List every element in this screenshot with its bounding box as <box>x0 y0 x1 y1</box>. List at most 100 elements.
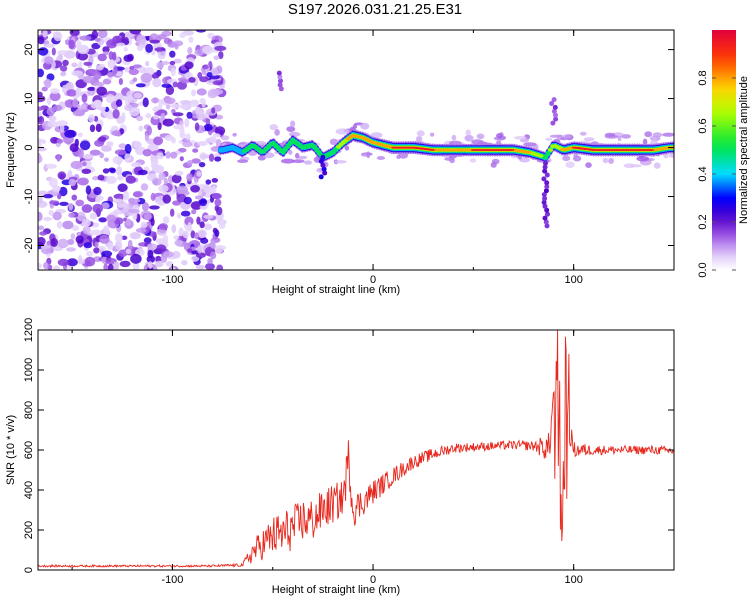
noise-speckle <box>165 97 176 105</box>
noise-speckle <box>97 246 107 251</box>
ridge-halo <box>523 142 537 147</box>
smear-cell <box>543 188 549 194</box>
noise-speckle <box>150 97 160 104</box>
noise-speckle <box>107 59 116 69</box>
colorbar-tick-label: 0.8 <box>697 70 709 85</box>
noise-speckle <box>219 84 225 90</box>
noise-speckle <box>123 54 133 62</box>
noise-speckle <box>49 200 60 205</box>
noise-speckle <box>71 70 84 77</box>
noise-speckle <box>179 32 186 38</box>
noise-speckle <box>165 261 174 267</box>
ridge-halo <box>513 136 527 140</box>
noise-speckle <box>185 133 191 141</box>
noise-speckle <box>90 229 103 236</box>
noise-speckle <box>52 104 63 112</box>
noise-speckle <box>75 87 82 98</box>
ridge-halo <box>352 124 358 129</box>
noise-speckle <box>71 194 78 201</box>
noise-speckle <box>103 225 110 236</box>
noise-speckle <box>60 71 67 77</box>
noise-speckle <box>102 46 110 53</box>
noise-speckle <box>212 227 218 234</box>
noise-speckle <box>128 209 140 214</box>
smear-cell <box>278 78 283 84</box>
noise-speckle <box>101 145 112 152</box>
noise-speckle <box>188 36 194 43</box>
noise-speckle <box>56 154 61 162</box>
noise-speckle <box>112 155 124 165</box>
ridge-halo <box>416 130 425 137</box>
y-tick-label: 1000 <box>23 358 35 382</box>
noise-speckle <box>202 185 211 193</box>
noise-speckle <box>46 97 52 106</box>
noise-speckle <box>214 126 226 136</box>
noise-speckle <box>154 47 166 52</box>
noise-speckle <box>111 130 121 137</box>
noise-speckle <box>69 143 79 153</box>
noise-speckle <box>124 143 132 154</box>
smear-cell <box>322 170 328 176</box>
smear-cell <box>553 116 559 122</box>
ridge-halo <box>604 132 616 138</box>
ridge-halo <box>545 137 553 141</box>
noise-speckle <box>127 239 133 250</box>
noise-speckle <box>38 147 47 152</box>
smear-cell <box>278 86 284 92</box>
noise-speckle <box>136 115 144 122</box>
noise-speckle <box>38 106 45 111</box>
noise-speckle <box>119 260 131 268</box>
noise-speckle <box>178 227 184 237</box>
noise-speckle <box>105 176 117 184</box>
y-tick-label: -20 <box>23 238 35 254</box>
noise-speckle <box>106 141 114 147</box>
noise-speckle <box>218 221 226 229</box>
noise-speckle <box>89 124 96 133</box>
spectrogram-frame <box>37 29 675 271</box>
noise-speckle <box>98 217 107 223</box>
noise-speckle <box>83 242 93 249</box>
noise-speckle <box>81 204 93 213</box>
smear-cell <box>542 196 548 201</box>
noise-speckle <box>199 198 208 207</box>
noise-speckle <box>207 258 213 265</box>
noise-speckle <box>79 140 91 151</box>
ridge-halo <box>281 158 295 164</box>
ridge-halo <box>295 152 300 159</box>
noise-speckle <box>93 186 102 196</box>
noise-speckle <box>150 218 155 226</box>
noise-speckle <box>38 138 44 144</box>
noise-speckle <box>38 111 42 118</box>
noise-speckle <box>146 255 156 263</box>
noise-speckle <box>194 106 202 116</box>
noise-speckle <box>38 36 45 45</box>
noise-speckle <box>125 175 136 184</box>
noise-speckle <box>132 191 143 198</box>
noise-speckle <box>92 203 103 214</box>
noise-speckle <box>206 72 213 78</box>
noise-speckle <box>187 248 193 253</box>
noise-speckle <box>129 232 141 240</box>
noise-speckle <box>214 245 224 254</box>
x-tick-label: 0 <box>370 574 376 586</box>
noise-speckle <box>82 75 94 84</box>
noise-speckle <box>78 255 83 265</box>
noise-speckle <box>117 202 126 208</box>
noise-speckle <box>135 83 146 88</box>
ridge-halo <box>232 132 237 137</box>
noise-speckle <box>140 72 153 83</box>
noise-speckle <box>203 123 213 132</box>
noise-speckle <box>112 198 124 204</box>
noise-speckle <box>172 250 181 259</box>
noise-speckle <box>161 83 172 88</box>
noise-speckle <box>75 235 84 244</box>
smear-cell <box>544 223 550 229</box>
noise-speckle <box>151 72 160 79</box>
noise-speckle <box>195 264 205 270</box>
noise-speckle <box>107 71 114 78</box>
noise-speckle <box>198 162 206 168</box>
ridge-cell <box>547 148 554 152</box>
noise-speckle <box>96 86 107 96</box>
smear-cell <box>320 154 326 160</box>
